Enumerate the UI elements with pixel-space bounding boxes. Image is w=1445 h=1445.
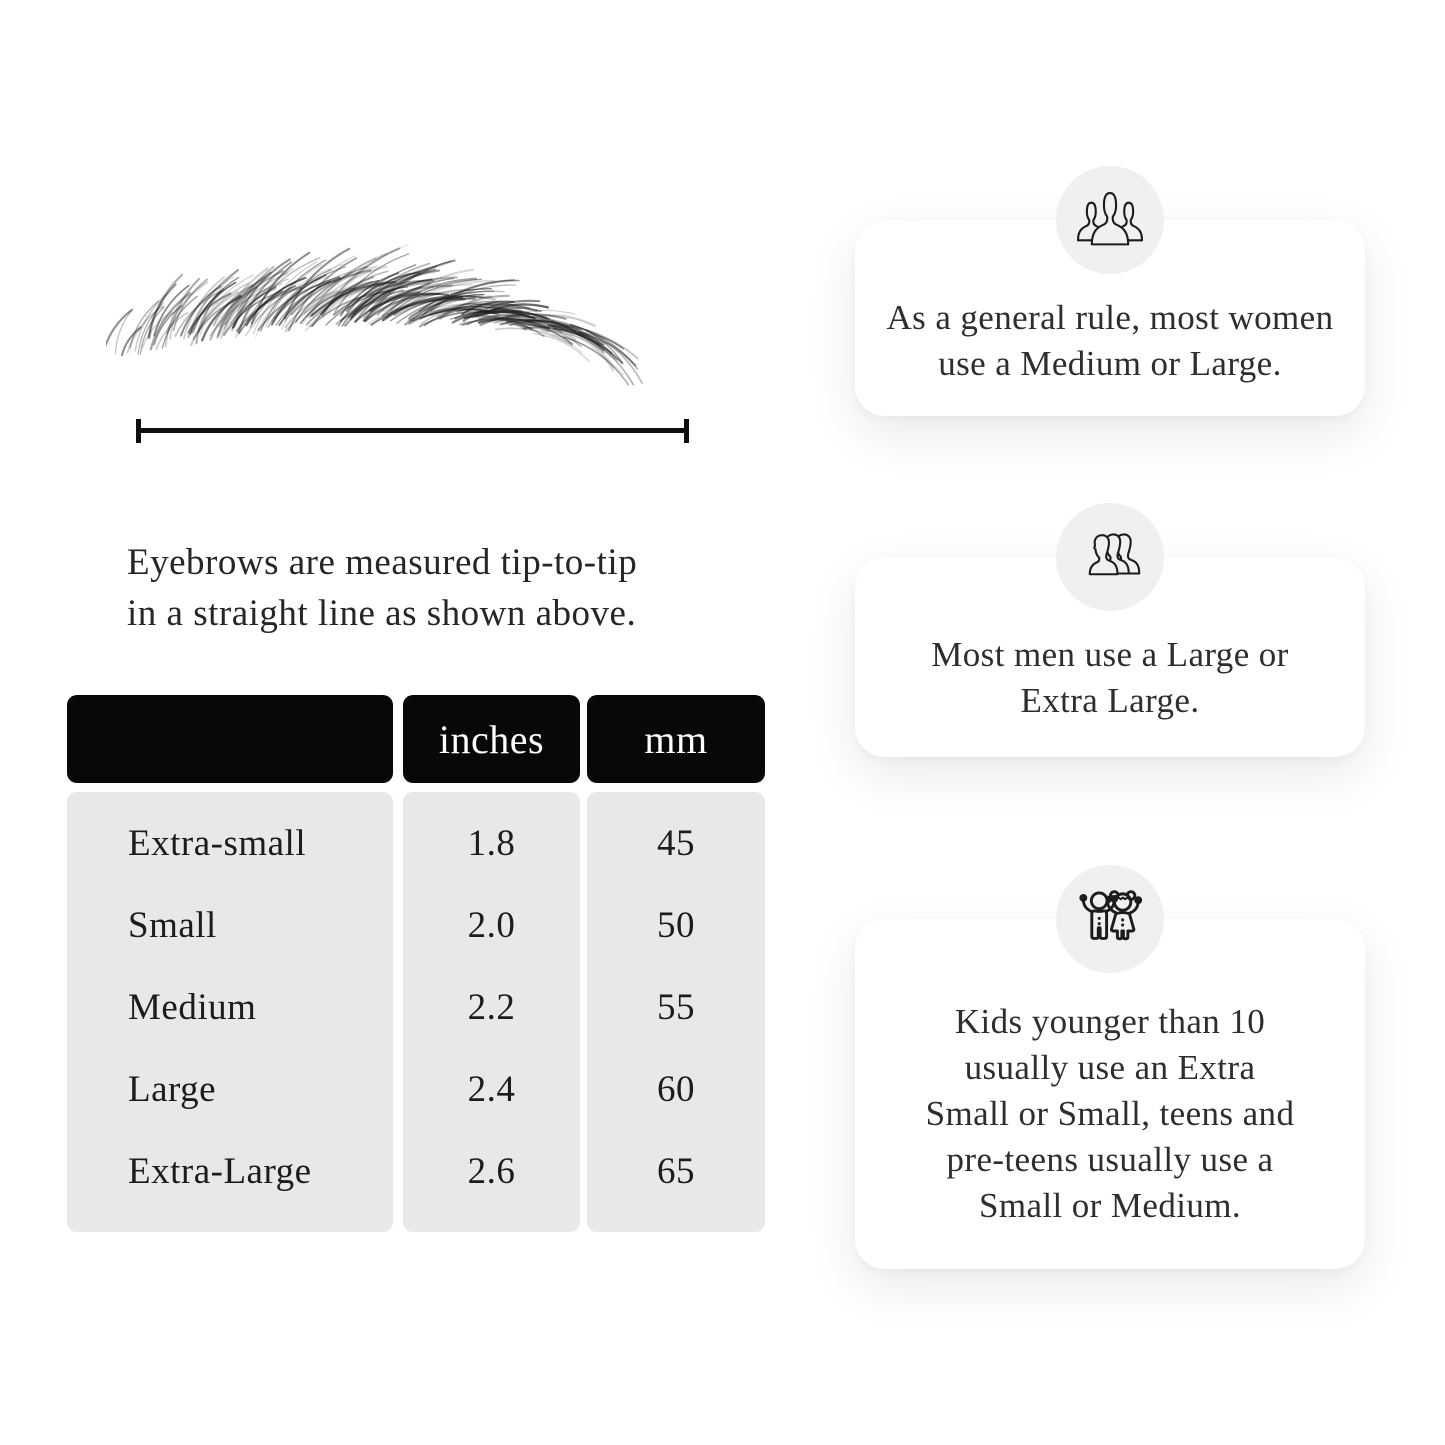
size-value-mm: 65	[657, 1150, 695, 1192]
size-table-column-inches: inches 1.8 2.0 2.2 2.4 2.6	[403, 695, 580, 1232]
size-row-label: Large	[128, 1068, 217, 1110]
size-row-label: Extra-Large	[128, 1150, 312, 1192]
size-table-body-inches: 1.8 2.0 2.2 2.4 2.6	[403, 792, 580, 1232]
caption-line: Eyebrows are measured tip-to-tip	[127, 542, 638, 583]
size-table-body-labels: Extra-small Small Medium Large Extra-Lar…	[67, 792, 393, 1232]
info-card-men: Most men use a Large or Extra Large.	[855, 503, 1365, 757]
card-text-line: Small or Small, teens and	[925, 1094, 1295, 1133]
size-value-mm: 45	[657, 822, 695, 864]
icon-badge	[1056, 865, 1164, 973]
men-group-icon	[1074, 521, 1146, 593]
size-table-header-blank	[67, 695, 393, 783]
size-value-mm: 60	[657, 1068, 695, 1110]
info-card-kids: Kids younger than 10 usually use an Extr…	[855, 865, 1365, 1269]
card-text-line: usually use an Extra	[964, 1048, 1256, 1087]
size-table-column-mm: mm 45 50 55 60 65	[587, 695, 765, 1232]
size-value-inches: 1.8	[467, 822, 516, 864]
card-text-line: As a general rule, most women	[886, 298, 1334, 337]
size-table-body-mm: 45 50 55 60 65	[587, 792, 765, 1232]
card-text: Kids younger than 10 usually use an Extr…	[855, 919, 1365, 1269]
size-row-label: Medium	[128, 986, 257, 1028]
card-text-line: use a Medium or Large.	[938, 344, 1282, 383]
icon-badge	[1056, 166, 1164, 274]
measurement-line	[136, 428, 688, 433]
size-table-column-labels: Extra-small Small Medium Large Extra-Lar…	[67, 695, 393, 1232]
size-table-header-mm: mm	[587, 695, 765, 783]
info-card-women: As a general rule, most women use a Medi…	[855, 166, 1365, 416]
size-value-mm: 50	[657, 904, 695, 946]
card-text-line: Small or Medium.	[978, 1186, 1242, 1225]
size-value-inches: 2.4	[467, 1068, 516, 1110]
measurement-line-right-cap	[684, 419, 689, 443]
eyebrow-illustration	[106, 243, 644, 386]
measurement-caption: Eyebrows are measured tip-to-tip in a st…	[127, 537, 637, 639]
card-text-line: Most men use a Large or	[931, 635, 1289, 674]
size-value-mm: 55	[657, 986, 695, 1028]
icon-badge	[1056, 503, 1164, 611]
card-text-line: Extra Large.	[1020, 681, 1200, 720]
kids-icon	[1079, 890, 1143, 941]
size-row-label: Extra-small	[128, 822, 307, 864]
card-text: As a general rule, most women use a Medi…	[855, 220, 1365, 416]
measurement-line-left-cap	[136, 419, 141, 443]
card-text-line: pre-teens usually use a	[946, 1140, 1274, 1179]
women-group-icon	[1071, 181, 1149, 259]
card-text: Most men use a Large or Extra Large.	[855, 557, 1365, 757]
size-value-inches: 2.0	[467, 904, 516, 946]
size-value-inches: 2.2	[467, 986, 516, 1028]
card-text-line: Kids younger than 10	[954, 1002, 1266, 1041]
size-row-label: Small	[128, 904, 217, 946]
caption-line: in a straight line as shown above.	[127, 593, 637, 634]
size-value-inches: 2.6	[467, 1150, 516, 1192]
size-table: Extra-small Small Medium Large Extra-Lar…	[67, 695, 765, 1232]
size-table-header-inches: inches	[403, 695, 580, 783]
